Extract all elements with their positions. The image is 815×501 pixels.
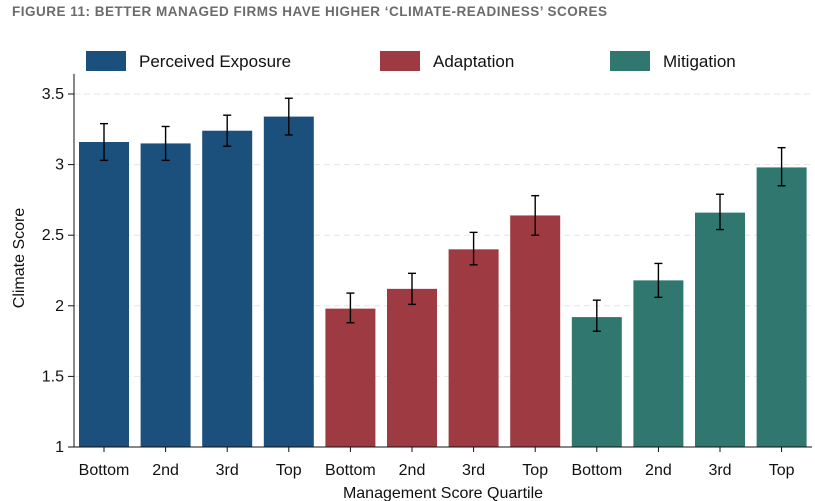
x-tick-label: 2nd — [645, 462, 672, 479]
legend-label: Mitigation — [663, 52, 736, 71]
y-tick-label: 3.5 — [42, 86, 64, 103]
y-tick-label: 2.5 — [42, 227, 64, 244]
y-tick-label: 3 — [55, 157, 64, 174]
bar — [202, 130, 253, 447]
x-tick-label: 3rd — [216, 462, 239, 479]
x-tick-label: 2nd — [399, 462, 426, 479]
bar — [756, 167, 807, 447]
error-bars — [100, 97, 786, 332]
x-tick-label: Bottom — [79, 462, 130, 479]
x-tick-label: 3rd — [708, 462, 731, 479]
bar — [448, 249, 499, 447]
legend-label: Adaptation — [433, 52, 514, 71]
y-tick-label: 1 — [55, 439, 64, 456]
y-axis-title: Climate Score — [11, 208, 28, 309]
y-tick-label: 2 — [55, 298, 64, 315]
legend-swatch — [380, 51, 420, 71]
bar — [140, 143, 191, 448]
x-tick-label: 2nd — [152, 462, 179, 479]
figure-title: FIGURE 11: BETTER MANAGED FIRMS HAVE HIG… — [12, 4, 608, 19]
legend-swatch — [610, 51, 650, 71]
legend-label: Perceived Exposure — [139, 52, 291, 71]
x-tick-label: Top — [522, 462, 548, 479]
bar — [571, 317, 622, 447]
bar — [510, 215, 561, 447]
x-tick-label: Bottom — [571, 462, 622, 479]
axes: 1 1.5 2 2.5 3 3.5 Bottom 2nd 3rd Top Bottom 2nd 3rd T… — [42, 73, 812, 479]
bars — [79, 116, 807, 448]
x-tick-label: Top — [769, 462, 795, 479]
bar — [263, 116, 314, 447]
bar — [387, 288, 437, 447]
x-tick-label: Top — [276, 462, 302, 479]
x-axis-title: Management Score Quartile — [343, 485, 543, 501]
legend-swatch — [86, 51, 126, 71]
bar — [325, 308, 376, 447]
x-tick-label: Bottom — [325, 462, 376, 479]
bar — [695, 212, 745, 447]
legend: Perceived Exposure Adaptation Mitigation — [86, 51, 736, 71]
bar — [79, 142, 129, 447]
gridlines — [74, 93, 812, 377]
bar — [633, 280, 684, 447]
x-tick-label: 3rd — [462, 462, 485, 479]
y-tick-label: 1.5 — [42, 368, 64, 385]
